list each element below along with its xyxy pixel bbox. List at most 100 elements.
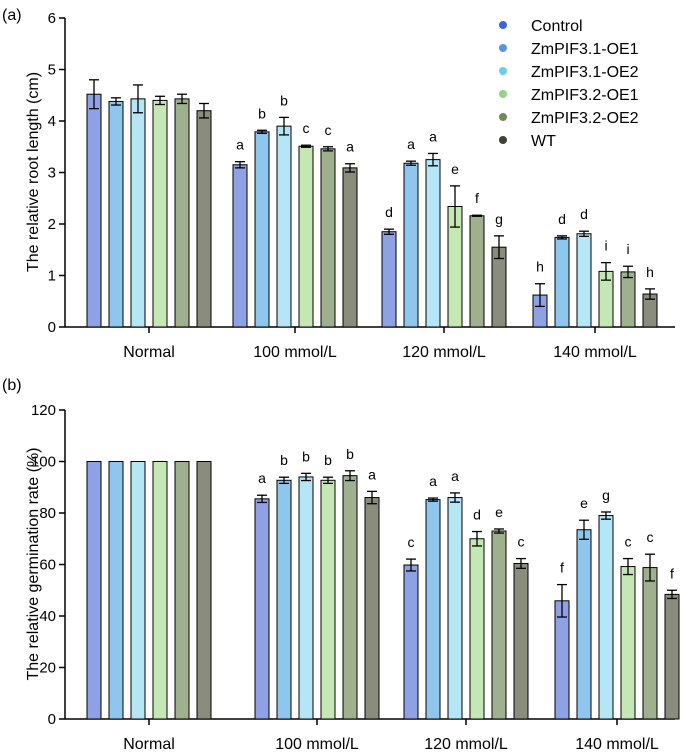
legend-marker (499, 44, 507, 52)
bar (174, 98, 190, 328)
bar (554, 236, 570, 328)
bar (108, 100, 124, 328)
bar (364, 497, 380, 720)
bar (425, 159, 441, 328)
bar (425, 499, 441, 720)
legend-marker (499, 21, 507, 29)
significance-letter: b (280, 452, 288, 468)
bar (276, 125, 292, 328)
panel-a-ylabel: The relative root length (cm) (25, 72, 42, 272)
bar (152, 461, 168, 720)
bar (403, 162, 419, 328)
bar (513, 562, 529, 720)
bar (298, 145, 314, 328)
bar (86, 461, 102, 720)
bar (174, 461, 190, 720)
bar (491, 530, 507, 720)
bar (469, 538, 485, 720)
y-tick-label: 0 (48, 711, 56, 728)
legend-label: Control (531, 18, 583, 35)
bar (130, 461, 146, 720)
panel-a-label: (a) (2, 7, 22, 24)
significance-letter: a (236, 137, 244, 153)
y-tick-label: 1 (48, 268, 56, 285)
bar (620, 566, 636, 720)
bar (642, 567, 658, 720)
bar (196, 461, 212, 720)
significance-letter: c (518, 534, 525, 550)
bar (554, 600, 570, 720)
significance-letter: d (385, 204, 393, 220)
legend-marker (499, 90, 507, 98)
bar (254, 131, 270, 328)
significance-letter: i (604, 238, 607, 254)
bar (254, 498, 270, 720)
bar (108, 461, 124, 720)
x-tick-label: 100 mmol/L (275, 736, 359, 752)
significance-letter: d (558, 211, 566, 227)
significance-letter: a (258, 470, 266, 486)
significance-letter: c (303, 120, 310, 136)
bar (86, 93, 102, 328)
significance-letter: c (625, 534, 632, 550)
panel-b-ylabel: The relative germination rate (%) (25, 448, 42, 681)
significance-letter: a (368, 466, 376, 482)
bar (298, 476, 314, 720)
x-tick-label: 100 mmol/L (253, 344, 337, 361)
legend-label: ZmPIF3.2-OE2 (531, 110, 639, 127)
x-tick-label: Normal (123, 344, 175, 361)
y-tick-label: 60 (39, 557, 56, 574)
bar (576, 233, 592, 328)
y-tick-label: 2 (48, 216, 56, 233)
y-tick-label: 0 (48, 319, 56, 336)
bar (320, 148, 336, 328)
x-tick-label: 140 mmol/L (553, 344, 637, 361)
y-tick-label: 6 (48, 10, 56, 27)
significance-letter: a (451, 468, 459, 484)
y-tick-label: 120 (31, 402, 56, 419)
bar (320, 479, 336, 720)
significance-letter: e (451, 161, 459, 177)
y-tick-label: 4 (48, 113, 56, 130)
significance-letter: h (536, 259, 544, 275)
significance-letter: c (408, 534, 415, 550)
significance-letter: b (258, 105, 266, 121)
y-tick-label: 80 (39, 505, 56, 522)
y-tick-label: 3 (48, 165, 56, 182)
significance-letter: f (475, 190, 479, 206)
bar (152, 99, 168, 328)
y-tick-label: 5 (48, 62, 56, 79)
significance-letter: c (647, 529, 654, 545)
bar (620, 271, 636, 328)
significance-letter: b (280, 92, 288, 108)
legend-label: WT (531, 133, 556, 150)
significance-letter: g (602, 487, 610, 503)
x-tick-label: Normal (123, 736, 175, 752)
legend-marker (499, 67, 507, 75)
significance-letter: f (670, 565, 674, 581)
bar (469, 215, 485, 328)
legend-marker (499, 136, 507, 144)
significance-letter: e (495, 504, 503, 520)
y-tick-label: 40 (39, 608, 56, 625)
significance-letter: i (626, 241, 629, 257)
bar (447, 497, 463, 720)
bar (196, 110, 212, 328)
bar (576, 529, 592, 720)
bar (342, 167, 358, 328)
x-tick-label: 140 mmol/L (575, 736, 659, 752)
legend-marker (499, 113, 507, 121)
bar (664, 593, 680, 720)
x-tick-label: 120 mmol/L (402, 344, 486, 361)
legend: Control ZmPIF3.1-OE1 ZmPIF3.1-OE2 ZmPIF3.2-… (499, 18, 639, 150)
significance-letter: a (429, 128, 437, 144)
legend-label: ZmPIF3.2-OE1 (531, 87, 639, 104)
bar (130, 98, 146, 328)
significance-letter: b (324, 452, 332, 468)
significance-letter: a (429, 473, 437, 489)
significance-letter: a (407, 136, 415, 152)
y-tick-label: 100 (31, 454, 56, 471)
